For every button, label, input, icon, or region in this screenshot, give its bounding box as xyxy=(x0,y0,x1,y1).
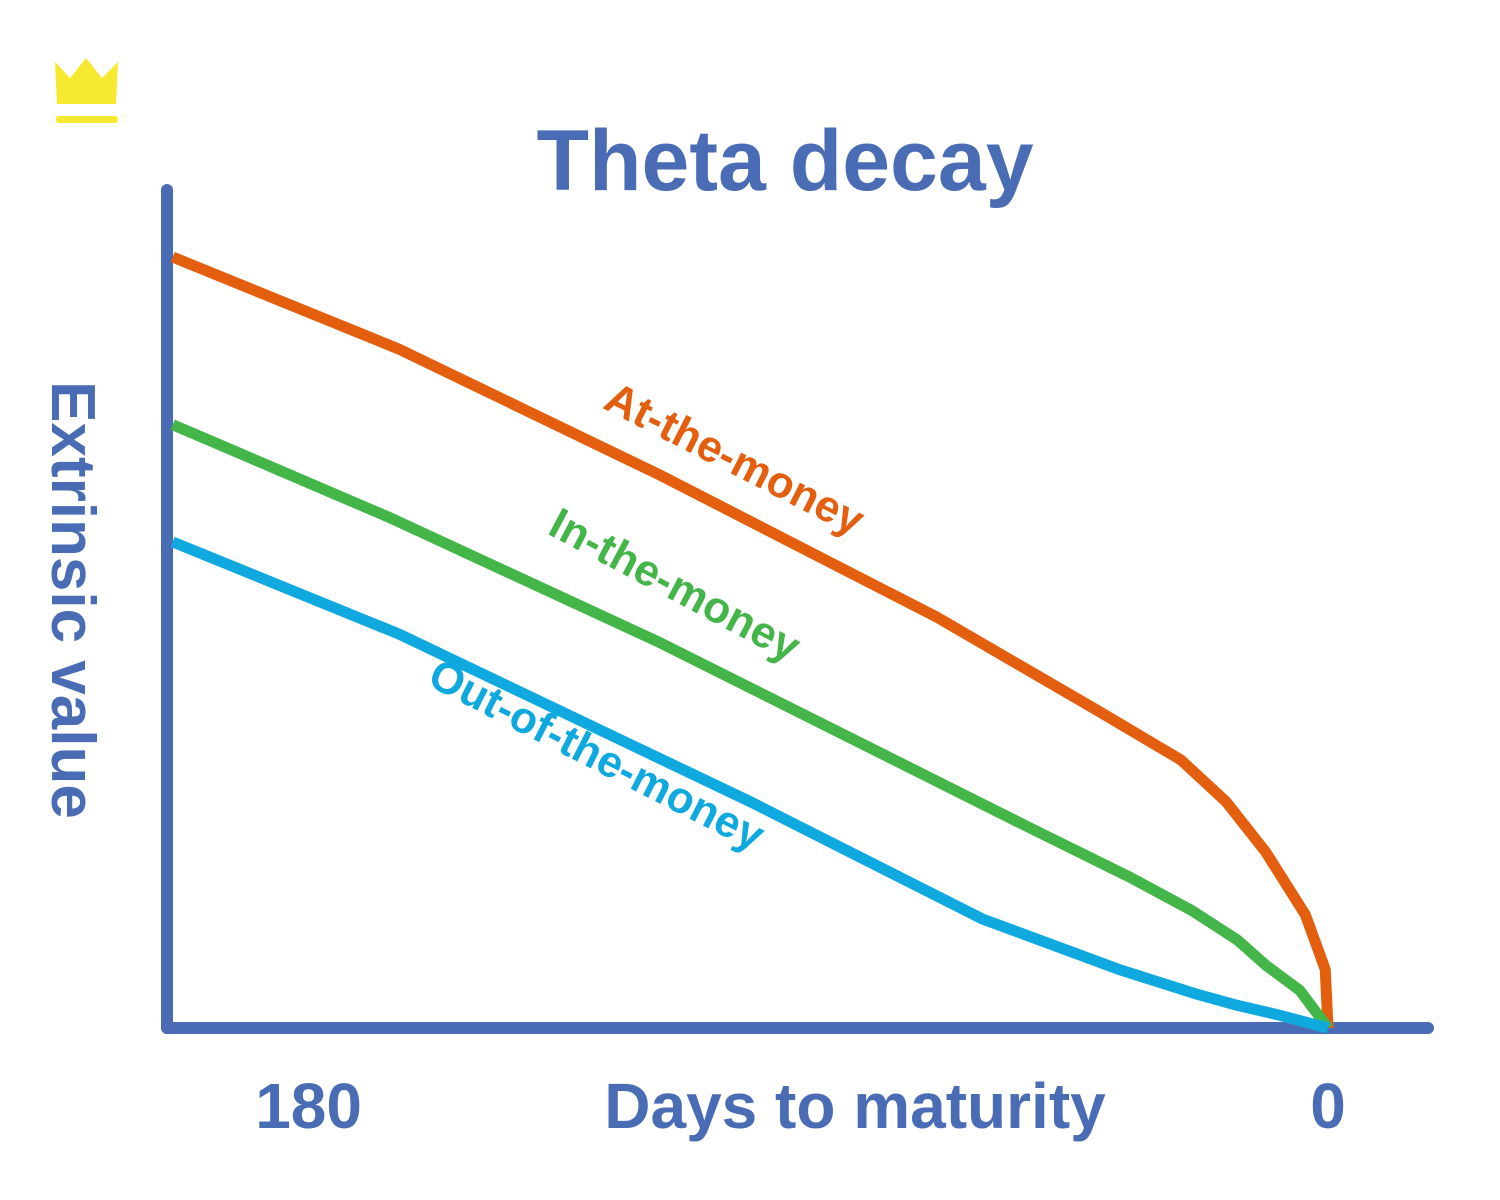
x-axis-label: Days to maturity xyxy=(604,1070,1106,1142)
crown-icon xyxy=(55,58,118,123)
series-line xyxy=(170,419,1333,1032)
x-tick-label: 0 xyxy=(1310,1070,1346,1142)
crown xyxy=(55,58,118,104)
series-line xyxy=(170,536,1330,1034)
crown-base xyxy=(56,116,118,123)
chart-title: Theta decay xyxy=(536,113,1033,209)
series-line xyxy=(170,251,1334,1029)
x-tick-label: 180 xyxy=(255,1070,362,1142)
y-axis-label: Extrinsic value xyxy=(38,381,107,819)
series-label: Out-of-the-money xyxy=(421,649,773,860)
